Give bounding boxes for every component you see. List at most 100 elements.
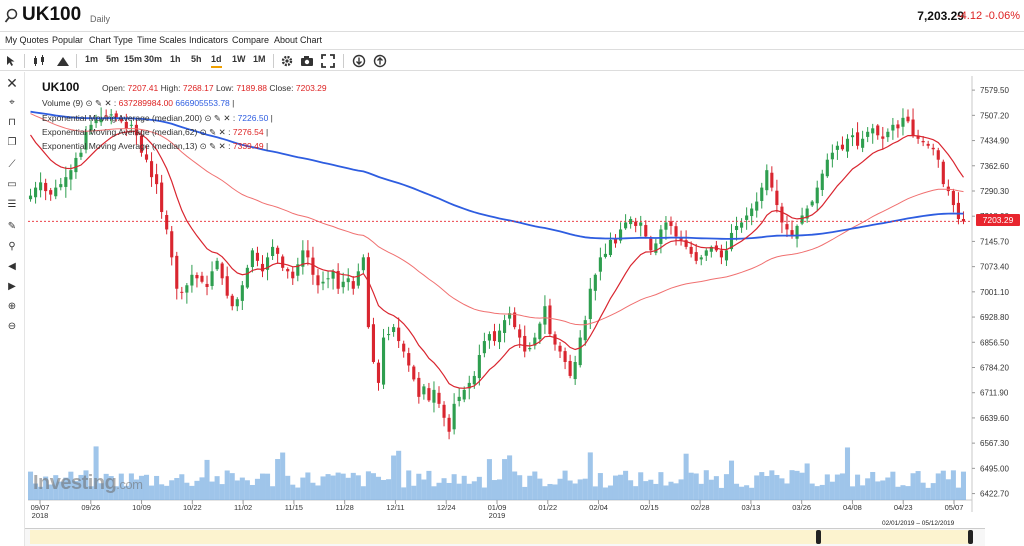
timeframe-5h[interactable]: 5h [191, 54, 202, 64]
candle-body [44, 182, 48, 192]
timeframe-1w[interactable]: 1W [232, 54, 246, 64]
area-type-icon[interactable] [56, 55, 70, 67]
candle-body [629, 218, 633, 225]
menu-popular[interactable]: Popular [52, 35, 84, 45]
gear-icon[interactable] [280, 54, 294, 68]
arrow-right-icon[interactable]: ▶ [8, 281, 16, 292]
candle-body [407, 353, 411, 366]
zoom-in-icon[interactable]: ⊕ [7, 301, 17, 312]
close-icon[interactable]: ✕ [6, 75, 18, 91]
volume-bar [744, 485, 750, 500]
upload-icon[interactable] [373, 54, 387, 68]
candle-body [583, 320, 587, 341]
x-tick-label: 02/28 [691, 503, 710, 512]
volume-bar [880, 480, 886, 500]
candle-body [165, 215, 169, 230]
volume-bar [960, 471, 966, 500]
candlestick-type-icon[interactable] [32, 55, 48, 67]
candle-body [34, 187, 38, 198]
volume-bar [310, 482, 316, 500]
candle-body [39, 182, 43, 191]
x-tick-label: 2019 [489, 511, 506, 520]
candle-body [704, 250, 708, 256]
candle-body [634, 221, 638, 226]
menu-time-scales[interactable]: Time Scales [137, 35, 187, 45]
volume-bar [204, 459, 210, 500]
candle-body [175, 255, 179, 289]
x-tick-label: 11/28 [336, 503, 354, 512]
candle-body [876, 125, 880, 136]
volume-bar [638, 472, 644, 500]
cursor-icon[interactable] [6, 55, 16, 67]
menu-my-quotes[interactable]: My Quotes [5, 35, 49, 45]
brush-icon[interactable]: ✎ [7, 221, 17, 232]
rectangle-icon[interactable]: ▭ [7, 179, 17, 190]
candle-body [356, 271, 360, 286]
candle-body [533, 337, 537, 346]
timeframe-15m[interactable]: 15m [124, 54, 143, 64]
candle-body [911, 119, 915, 136]
menu-chart-type[interactable]: Chart Type [89, 35, 133, 45]
navigator-handle-left[interactable] [816, 530, 821, 544]
menu-about-chart[interactable]: About Chart [274, 35, 323, 45]
candle-body [588, 288, 592, 320]
magnet-icon[interactable]: ⊓ [8, 117, 16, 128]
candle-body [28, 195, 33, 200]
candle-body [225, 276, 229, 296]
x-tick-label: 01/09 [488, 503, 507, 512]
candle-body [845, 138, 850, 152]
trendline-icon[interactable]: ⟋ [8, 159, 16, 170]
volume-bar [900, 485, 906, 500]
legend-ema13[interactable]: Exponential Moving Average (median,13) ⊙… [42, 141, 269, 151]
fullscreen-icon[interactable] [321, 54, 335, 68]
timeframe-1d[interactable]: 1d [211, 54, 222, 68]
drawing-tools-sidebar: ✕ ⌖ ⊓ ❐ ⟋ ▭ ☰ ✎ ⚲ ◀ ▶ ⊕ ⊖ [0, 72, 25, 546]
camera-icon[interactable] [300, 54, 314, 68]
timeframe-1mo[interactable]: 1M [253, 54, 266, 64]
download-icon[interactable] [352, 54, 366, 68]
copy-icon[interactable]: ❐ [7, 137, 17, 148]
volume-bar [128, 473, 134, 500]
volume-bar [804, 463, 810, 500]
volume-bar [930, 483, 936, 500]
volume-bar [446, 482, 452, 500]
arrow-left-icon[interactable]: ◀ [8, 261, 16, 272]
legend-ema62[interactable]: Exponential Moving Average (median,62) ⊙… [42, 127, 269, 137]
timeframe-1m[interactable]: 1m [85, 54, 99, 64]
timeframe-30m[interactable]: 30m [144, 54, 163, 64]
navigator-handle-right[interactable] [968, 530, 973, 544]
navigator-selection[interactable] [30, 530, 970, 544]
candle-body [49, 190, 53, 195]
volume-bar [764, 475, 770, 500]
candle-body [926, 143, 930, 146]
crosshair-icon[interactable]: ⌖ [9, 97, 15, 108]
candle-body [936, 150, 940, 160]
zoom-out-icon[interactable]: ⊖ [7, 321, 17, 332]
candle-body [291, 271, 295, 279]
volume-label: Volume (9) [42, 98, 84, 108]
candle-body [331, 271, 335, 279]
timeframe-1h[interactable]: 1h [170, 54, 181, 64]
candle-body [825, 159, 829, 177]
candle-body [271, 246, 275, 256]
candle-body [240, 285, 244, 301]
timeframe-5m[interactable]: 5m [106, 54, 120, 64]
candle-body [765, 170, 769, 191]
menu-compare[interactable]: Compare [232, 35, 270, 45]
volume-bar [370, 473, 376, 500]
y-tick-label: 7001.10 [980, 288, 1009, 297]
volume-bar [769, 470, 775, 500]
fibonacci-icon[interactable]: ☰ [7, 199, 17, 210]
ema200-value: 7226.50 [237, 113, 269, 123]
menu-indicators[interactable]: Indicators [189, 35, 229, 45]
search-zoom-icon[interactable]: ⚲ [8, 241, 16, 252]
volume-bar [244, 480, 250, 500]
volume-bar [305, 472, 311, 500]
candle-body [54, 187, 58, 197]
legend-ema200[interactable]: Exponential Moving Average (median,200) … [42, 113, 273, 123]
search-icon[interactable] [4, 8, 18, 24]
candle-body [916, 135, 920, 139]
legend-volume[interactable]: Volume (9) ⊙ ✎ ✕ : 637289984.00 66690555… [42, 98, 235, 108]
